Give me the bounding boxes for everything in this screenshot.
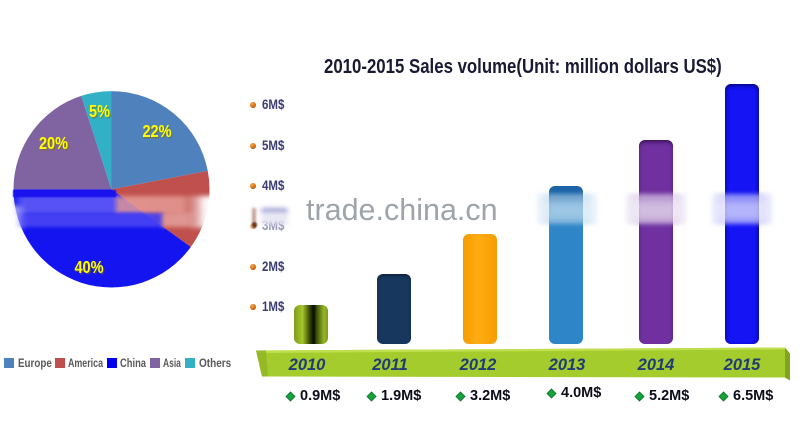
svg-text:5%: 5% bbox=[89, 102, 110, 122]
svg-text:20%: 20% bbox=[40, 135, 69, 155]
svg-text:20%: 20% bbox=[39, 134, 68, 154]
svg-text:40%: 40% bbox=[76, 259, 105, 279]
svg-text:22%: 22% bbox=[142, 122, 171, 142]
svg-text:22%: 22% bbox=[144, 123, 173, 143]
svg-text:5%: 5% bbox=[90, 103, 111, 123]
svg-text:40%: 40% bbox=[74, 258, 103, 278]
